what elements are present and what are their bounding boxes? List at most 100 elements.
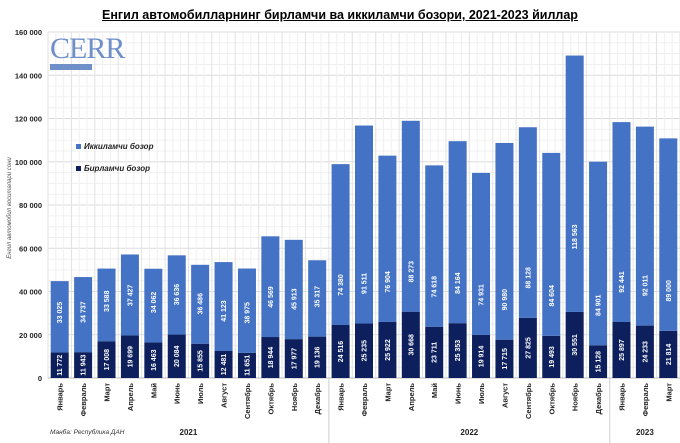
data-label-secondary: 41 123	[221, 300, 228, 322]
bar-primary	[261, 337, 280, 378]
y-tick-label: 60 000	[19, 244, 42, 253]
bar-secondary	[401, 120, 420, 312]
x-tick-label: Октябрь	[266, 383, 275, 415]
bar-secondary	[565, 55, 584, 312]
data-label-secondary: 84 901	[596, 294, 603, 316]
data-label-primary: 19 914	[479, 346, 486, 368]
chart-title: Енгил автомобилларнинг бирламчи ва иккил…	[102, 8, 578, 22]
data-label-secondary: 38 975	[244, 302, 251, 324]
x-tick-label: Май	[149, 383, 158, 399]
bar-secondary	[167, 255, 186, 335]
bar-primary	[565, 311, 584, 378]
data-label-primary: 25 353	[455, 340, 462, 362]
bar-primary	[589, 345, 608, 378]
bar-primary	[425, 326, 444, 378]
legend-label: Бирламчи бозор	[84, 164, 151, 173]
bar-primary	[144, 342, 163, 378]
data-label-primary: 11 943	[81, 354, 88, 375]
legend-item-secondary: Иккиламчи бозор	[76, 142, 153, 151]
x-tick-label: Октябрь	[547, 383, 556, 415]
data-label-secondary: 89 000	[666, 280, 673, 302]
data-label-primary: 20 084	[174, 345, 181, 367]
bar-secondary	[659, 138, 678, 331]
bar-secondary	[518, 127, 537, 318]
x-tick-label: Август	[220, 383, 229, 408]
data-label-primary: 25 897	[619, 339, 626, 361]
x-tick-label: Май	[430, 383, 439, 399]
data-label-secondary: 33 025	[57, 302, 64, 324]
x-tick-label: Сентябрь	[243, 383, 252, 419]
y-axis-label: Енгил автомобил воситалари сони	[7, 157, 13, 259]
data-label-secondary: 34 062	[151, 292, 158, 314]
data-label-primary: 16 463	[151, 349, 158, 371]
bar-primary	[120, 335, 139, 378]
data-label-primary: 17 008	[104, 349, 111, 371]
bar-secondary	[472, 172, 491, 335]
bar-primary	[635, 325, 654, 378]
bar-primary	[518, 317, 537, 378]
data-label-primary: 19 493	[549, 346, 556, 368]
data-label-secondary: 91 511	[362, 273, 369, 294]
x-tick-label: Июнь	[173, 383, 182, 404]
legend-label: Иккиламчи бозор	[84, 142, 154, 151]
data-label-primary: 30 551	[572, 334, 579, 356]
data-label-primary: 15 128	[596, 351, 603, 373]
bar-secondary	[589, 161, 608, 346]
data-label-primary: 25 922	[385, 339, 392, 361]
bar-secondary	[214, 262, 233, 352]
legend-swatch	[76, 166, 81, 171]
bar-primary	[448, 323, 467, 378]
data-label-primary: 19 136	[315, 347, 322, 369]
x-tick-label: Ноябрь	[290, 383, 299, 411]
data-label-secondary: 46 569	[268, 286, 275, 308]
data-label-secondary: 36 486	[198, 293, 205, 315]
data-label-primary: 24 516	[338, 341, 345, 363]
data-label-primary: 11 651	[244, 355, 251, 376]
bar-secondary	[448, 141, 467, 324]
y-tick-label: 0	[38, 374, 42, 383]
legend-item-primary: Бирламчи бозор	[76, 164, 150, 173]
x-tick-label: Июль	[196, 383, 205, 404]
x-tick-label: Январь	[617, 383, 626, 411]
y-tick-label: 80 000	[19, 201, 42, 210]
data-label-primary: 17 715	[502, 348, 509, 370]
data-label-secondary: 76 904	[385, 271, 392, 293]
x-tick-label: Декабрь	[313, 383, 322, 415]
bar-primary	[97, 341, 116, 378]
x-tick-label: Март	[383, 383, 392, 402]
x-tick-label: Февраль	[79, 383, 88, 417]
data-label-primary: 15 855	[198, 350, 205, 372]
data-label-secondary: 74 931	[479, 284, 486, 306]
year-label: 2021	[180, 428, 198, 437]
y-tick-label: 100 000	[15, 158, 42, 167]
data-label-secondary: 84 164	[455, 272, 462, 294]
bar-secondary	[97, 268, 116, 342]
bar-primary	[659, 330, 678, 378]
bar-secondary	[237, 268, 256, 353]
bar-primary	[237, 352, 256, 378]
bar-secondary	[331, 164, 350, 325]
x-tick-label: Февраль	[360, 383, 369, 417]
y-tick-label: 160 000	[15, 28, 42, 37]
bar-primary	[495, 339, 514, 378]
bar-secondary	[495, 142, 514, 340]
x-tick-label: Июнь	[454, 383, 463, 404]
data-label-secondary: 92 441	[619, 271, 626, 293]
bar-secondary	[74, 277, 93, 353]
x-tick-label: Январь	[337, 383, 346, 411]
legend-swatch	[76, 144, 81, 149]
x-tick-label: Декабрь	[594, 383, 603, 415]
cerr-logo: CERR	[50, 34, 125, 70]
y-tick-label: 140 000	[15, 71, 42, 80]
data-label-primary: 30 668	[408, 334, 415, 356]
data-label-secondary: 74 380	[338, 274, 345, 296]
data-label-secondary: 34 737	[81, 301, 88, 323]
data-label-primary: 21 814	[666, 344, 673, 366]
bar-secondary	[50, 281, 69, 353]
data-label-secondary: 84 604	[549, 285, 556, 307]
bar-primary	[612, 321, 631, 378]
data-label-secondary: 92 011	[642, 275, 649, 296]
data-label-primary: 11 772	[57, 355, 64, 376]
data-label-primary: 12 481	[221, 354, 228, 376]
